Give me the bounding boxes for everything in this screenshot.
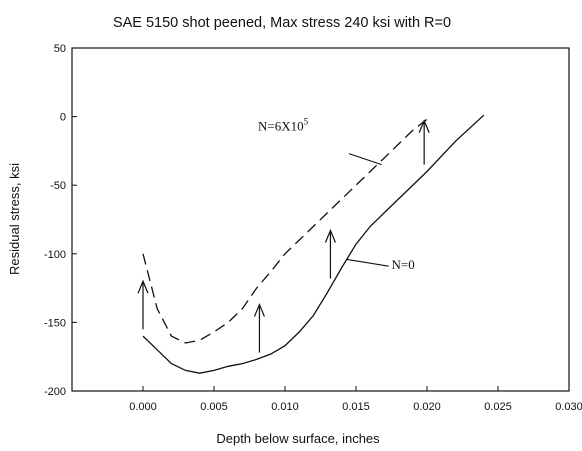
x-tick-label: 0.025 — [484, 401, 512, 413]
series-annotation-label: N=0 — [392, 257, 415, 272]
series-line-n-0 — [142, 114, 485, 374]
y-tick-label: -150 — [44, 317, 66, 329]
x-axis-label: Depth below surface, inches — [216, 431, 380, 446]
y-tick-label: 50 — [54, 43, 66, 55]
y-axis-label: Residual stress, ksi — [7, 163, 22, 275]
arrow-up-icon — [418, 119, 430, 133]
y-tick-label: -200 — [44, 386, 66, 398]
y-tick-label: -100 — [44, 249, 66, 261]
arrow-up-icon — [324, 228, 336, 243]
annotation-leader-line — [345, 258, 389, 267]
annotation-superscript: 5 — [304, 116, 309, 126]
series-line-n-6x10-5 — [142, 118, 428, 344]
y-axis-ticks: -200 -150 -100 -50 0 50 — [44, 43, 77, 398]
x-axis-ticks: 0.000 0.005 0.010 0.015 0.020 0.025 0.030 — [129, 386, 582, 413]
plot-frame — [71, 47, 570, 392]
y-tick-label: -50 — [50, 180, 66, 192]
x-tick-label: 0.020 — [413, 401, 441, 413]
x-tick-label: 0.030 — [555, 401, 582, 413]
series-annotation-label: N=6X105 — [258, 116, 309, 133]
arrow-up-icon — [253, 303, 265, 317]
chart-title: SAE 5150 shot peened, Max stress 240 ksi… — [113, 15, 451, 31]
x-tick-label: 0.005 — [200, 401, 228, 413]
y-tick-label: 0 — [60, 112, 66, 124]
annotation-leader-line — [348, 153, 382, 166]
annotation-layer: N=6X105 N=0 — [258, 116, 415, 272]
x-tick-label: 0.010 — [271, 401, 299, 413]
arrow-layer — [137, 119, 430, 353]
x-tick-label: 0.015 — [342, 401, 370, 413]
series-layer — [142, 114, 485, 374]
arrow-up-icon — [137, 279, 149, 294]
x-tick-label: 0.000 — [129, 401, 157, 413]
